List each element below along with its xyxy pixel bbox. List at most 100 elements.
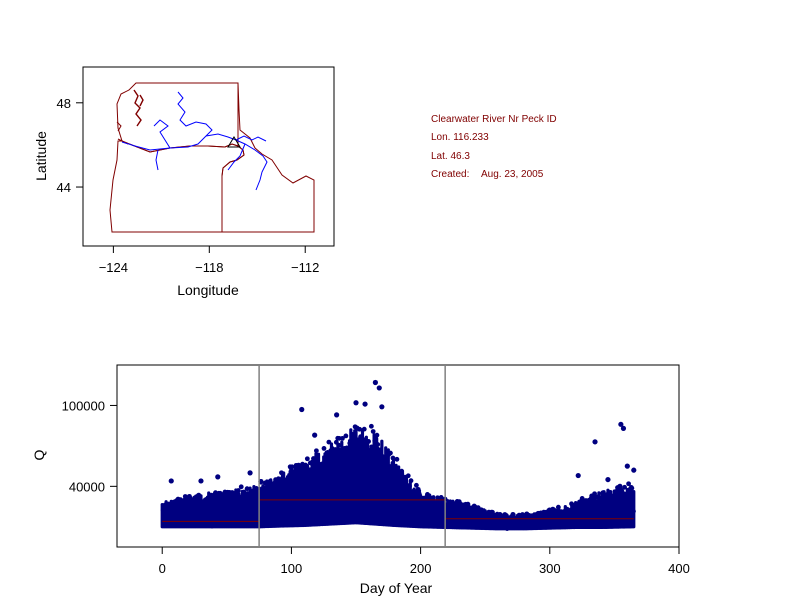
scatter-point xyxy=(585,505,590,511)
scatter-point xyxy=(323,471,329,477)
map-xlabel: Longitude xyxy=(177,282,239,298)
scatter-point xyxy=(304,456,310,462)
scatter-point xyxy=(425,513,431,519)
scatter-point xyxy=(287,479,293,485)
scatter-point xyxy=(555,504,561,510)
scatter-point xyxy=(202,497,208,503)
scatter-point xyxy=(173,505,179,511)
columbia-river xyxy=(121,91,213,151)
scatter-outlier xyxy=(592,439,598,445)
scatter-point xyxy=(407,483,412,489)
scatter-point xyxy=(301,500,307,506)
scatter-point xyxy=(222,489,228,495)
scatter-point xyxy=(232,502,238,507)
scatter-point xyxy=(595,522,601,528)
idaho-boundary xyxy=(221,82,315,233)
scatter-point xyxy=(526,512,532,518)
scatter-point xyxy=(613,495,619,500)
scatter-point xyxy=(363,467,369,473)
scatter-point xyxy=(188,497,194,503)
scatter-outlier xyxy=(198,478,204,484)
scatter-point xyxy=(390,455,396,461)
scatter-point xyxy=(376,503,382,508)
scatter-point xyxy=(252,489,258,495)
scatter-point xyxy=(624,502,630,507)
scatter-point xyxy=(553,513,558,519)
scatter-outlier xyxy=(631,467,637,473)
scatter-point xyxy=(556,523,561,529)
scatter-point xyxy=(333,477,339,483)
scatter-xtick-label-3: 300 xyxy=(539,561,561,576)
scatter-point xyxy=(414,493,420,499)
scatter-point xyxy=(425,492,430,497)
scatter-point xyxy=(314,448,319,454)
scatter-point xyxy=(381,508,386,514)
scatter-point xyxy=(576,515,582,521)
scatter-point xyxy=(364,449,369,455)
scatter-point xyxy=(528,523,534,529)
scatter-point xyxy=(454,499,460,504)
scatter-point xyxy=(307,483,312,489)
scatter-point xyxy=(510,524,515,530)
scatter-point xyxy=(576,523,581,529)
scatter-point xyxy=(293,462,299,468)
scatter-point xyxy=(373,447,379,453)
scatter-point xyxy=(351,482,357,488)
scatter-point xyxy=(366,439,371,444)
scatter-point xyxy=(465,501,471,507)
scatter-point xyxy=(338,449,344,455)
scatter-point xyxy=(308,477,314,483)
scatter-point xyxy=(272,512,278,517)
scatter-point xyxy=(478,507,484,513)
scatter-point xyxy=(358,434,364,440)
scatter-point xyxy=(493,518,498,524)
scatter-point xyxy=(272,484,278,490)
scatter-point xyxy=(486,509,492,515)
scatter-point xyxy=(605,511,611,516)
scatter-point xyxy=(309,461,315,467)
scatter-point xyxy=(213,506,219,511)
scatter-point xyxy=(244,499,250,505)
scatter-point xyxy=(241,520,247,525)
scatter-point xyxy=(196,492,202,498)
scatter-point xyxy=(622,484,627,490)
scatter-point xyxy=(220,512,226,518)
scatter-point xyxy=(276,476,281,482)
scatter-xtick-label-0: 0 xyxy=(159,561,166,576)
scatter-point xyxy=(328,448,334,454)
scatter-point xyxy=(418,507,424,513)
oregon-boundary xyxy=(109,140,245,233)
scatter-point xyxy=(471,508,477,514)
scatter-point xyxy=(369,452,374,458)
scatter-point xyxy=(547,520,553,526)
scatter-point xyxy=(626,481,631,487)
scatter-point xyxy=(370,429,376,434)
scatter-point xyxy=(556,509,561,515)
map-xtick-label-0: −124 xyxy=(99,260,128,275)
scatter-point xyxy=(617,493,623,498)
scatter-point xyxy=(405,505,411,511)
scatter-point xyxy=(581,520,587,526)
scatter-point xyxy=(356,472,361,478)
scatter-point xyxy=(375,475,381,481)
scatter-point xyxy=(359,443,365,449)
salmon-river xyxy=(227,143,246,171)
scatter-point xyxy=(210,515,216,521)
scatter-point xyxy=(602,498,608,504)
scatter-point xyxy=(415,486,421,492)
scatter-point xyxy=(244,486,250,492)
scatter-point xyxy=(282,507,288,513)
scatter-point xyxy=(310,486,316,492)
scatter-outlier xyxy=(299,463,305,469)
scatter-point xyxy=(205,507,211,513)
scatter-point xyxy=(612,489,618,495)
scatter-point xyxy=(471,503,477,509)
scatter-point xyxy=(270,503,276,509)
scatter-point xyxy=(197,511,203,517)
scatter-point xyxy=(236,512,241,518)
scatter-point xyxy=(466,512,472,518)
scatter-point xyxy=(353,467,359,472)
scatter-dense-cloud xyxy=(160,423,636,532)
map-frame xyxy=(82,66,335,247)
scatter-point xyxy=(312,510,317,516)
